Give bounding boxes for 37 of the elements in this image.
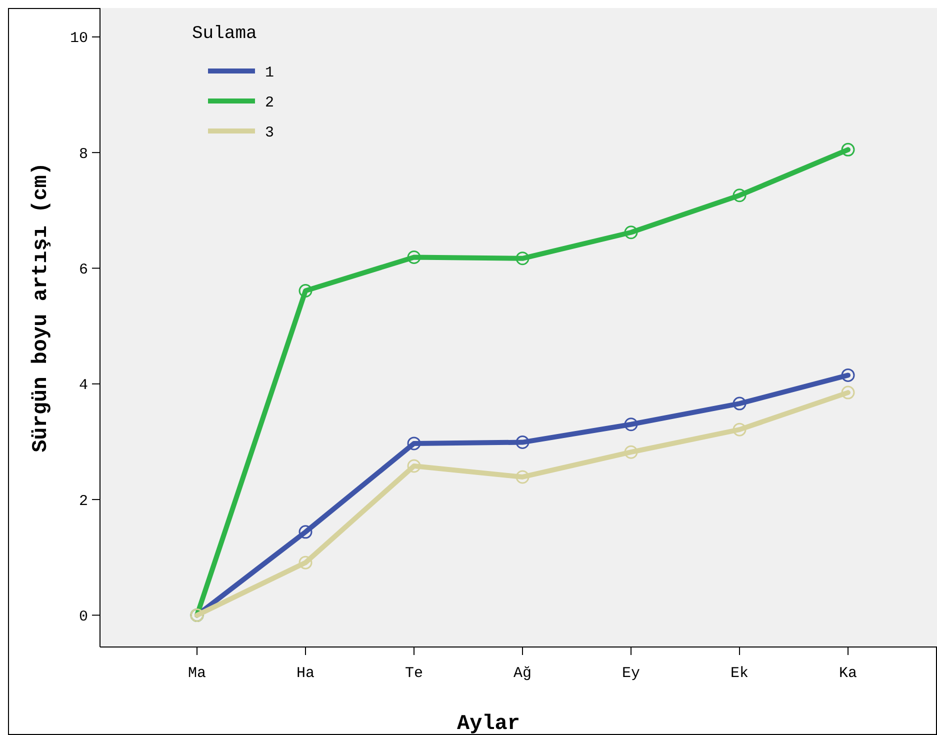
y-tick-label: 0	[78, 608, 88, 626]
y-tick-label: 6	[78, 261, 88, 278]
x-tick-label: Ha	[296, 665, 315, 682]
y-tick-label: 10	[70, 30, 88, 48]
point	[516, 252, 530, 266]
point	[407, 459, 421, 473]
y-tick-label: 8	[78, 146, 88, 163]
legend-label: 1	[265, 64, 274, 82]
point	[732, 396, 746, 410]
y-tick-label: 2	[78, 492, 88, 510]
point	[407, 250, 421, 264]
x-tick-label: Te	[405, 665, 424, 682]
point	[298, 284, 312, 298]
x-tick-label: Ek	[730, 665, 749, 682]
legend-label: 3	[265, 124, 274, 142]
point	[516, 436, 530, 450]
point	[624, 445, 638, 459]
y-tick-label: 4	[78, 377, 88, 394]
point	[732, 188, 746, 202]
x-tick-label: Ka	[839, 665, 858, 682]
x-axis-title: Aylar	[456, 713, 520, 735]
point	[841, 142, 855, 156]
x-tick-label: Ağ	[514, 665, 532, 682]
point	[624, 418, 638, 432]
legend-title: Sulama	[192, 24, 258, 44]
point	[732, 422, 746, 436]
x-tick-label: Ma	[188, 665, 206, 682]
y-axis-title: Sürgün boyu artışı (cm)	[30, 162, 53, 452]
point	[624, 226, 638, 240]
point	[298, 556, 312, 570]
point	[407, 436, 421, 450]
point	[298, 525, 312, 539]
point	[841, 386, 855, 400]
legend-label: 2	[265, 94, 274, 112]
x-tick-label: Ey	[622, 665, 640, 682]
point	[841, 368, 855, 382]
point	[516, 470, 530, 484]
